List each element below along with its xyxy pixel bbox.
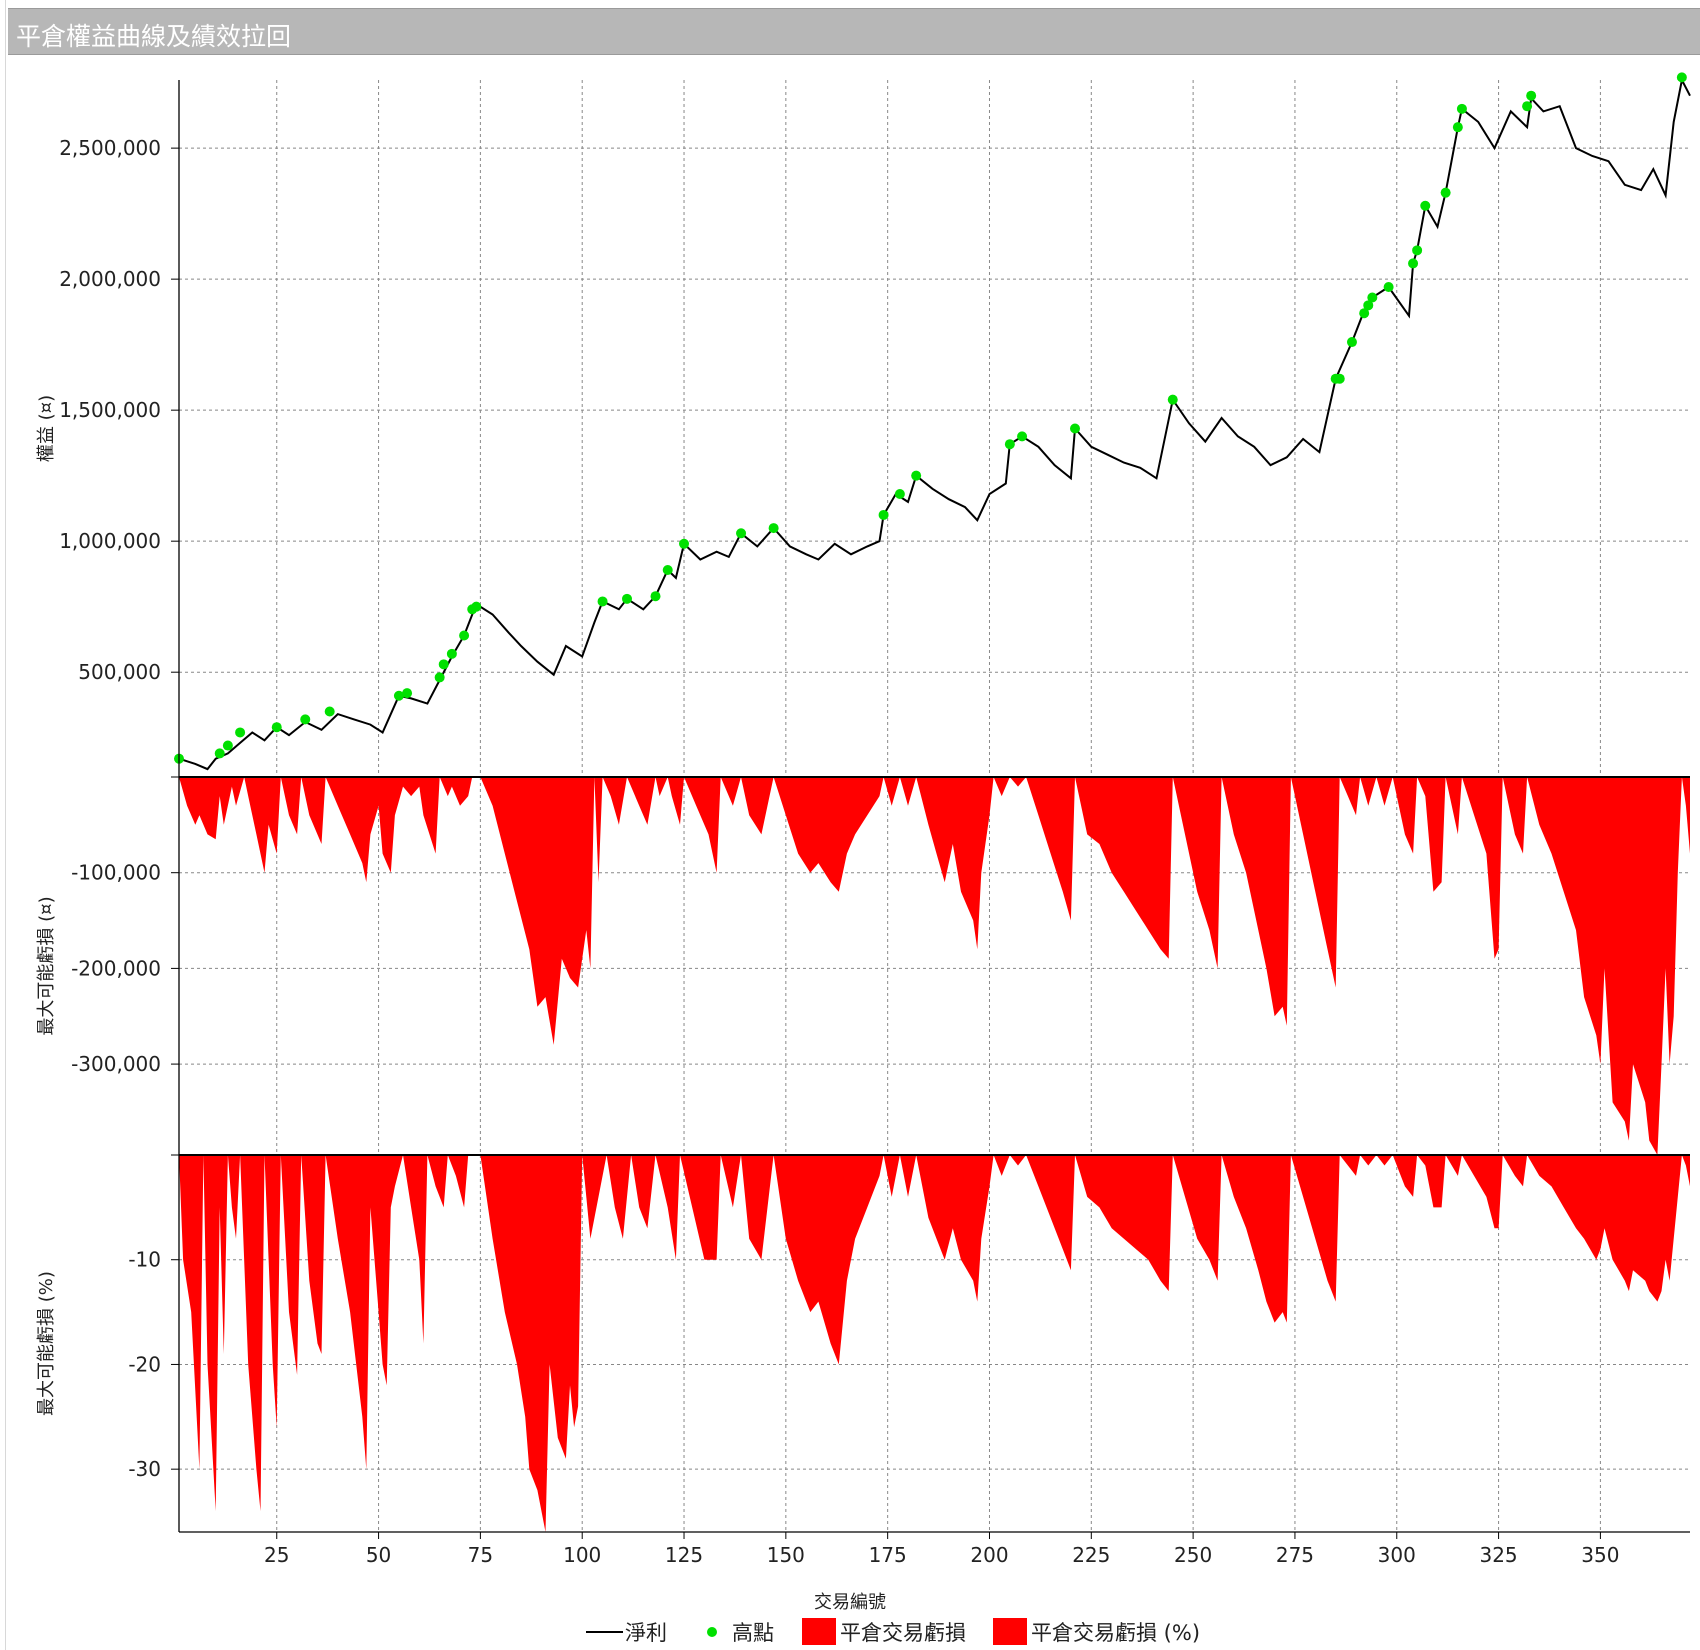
peak-point — [434, 672, 445, 683]
peak-point — [1522, 101, 1533, 112]
peak-point — [235, 727, 246, 738]
peak-point — [662, 564, 673, 575]
x-tick-label: 75 — [468, 1543, 493, 1567]
peak-point — [1070, 423, 1081, 434]
peak-point — [1456, 103, 1467, 114]
peak-point — [768, 523, 779, 534]
peak-point — [1367, 292, 1378, 303]
peak-point — [911, 470, 922, 481]
net-profit-line — [178, 76, 1691, 771]
peak-point — [1383, 282, 1394, 293]
peak-point — [1363, 300, 1374, 311]
x-tick-label: 225 — [1072, 1543, 1110, 1567]
x-tick-label: 350 — [1581, 1543, 1619, 1567]
y-axis-title: 最大可能虧損 (¤) — [36, 896, 57, 1035]
y-tick-label: -30 — [128, 1457, 161, 1481]
drawdown-area — [179, 777, 1690, 1155]
x-tick-label: 200 — [970, 1543, 1008, 1567]
peak-point — [438, 659, 449, 670]
x-tick-label: 100 — [563, 1543, 601, 1567]
window-title: 平倉權益曲線及績效拉回 — [16, 22, 292, 51]
peak-point — [650, 591, 661, 602]
legend-label-drawdown-pct: 平倉交易虧損 (%) — [1031, 1621, 1200, 1645]
x-tick-label: 325 — [1479, 1543, 1517, 1567]
y-axis-title: 權益 (¤) — [36, 395, 57, 462]
peak-point — [300, 714, 311, 725]
legend-peak-swatch — [707, 1627, 717, 1637]
peak-point — [271, 722, 282, 733]
axis-layer: 500,000 1,000,000 1,500,000 2,000,000 2,500,… — [36, 80, 1690, 1613]
peak-point — [597, 596, 608, 607]
peak-point — [1334, 373, 1345, 384]
peak-point — [402, 688, 413, 699]
peak-point — [214, 748, 225, 759]
y-tick-label: -100,000 — [71, 861, 161, 885]
peak-point — [1359, 308, 1370, 319]
peak-point — [679, 538, 690, 549]
y-tick-label: 2,000,000 — [59, 267, 161, 291]
y-tick-label: -200,000 — [71, 956, 161, 980]
x-axis-title: 交易編號 — [814, 1592, 886, 1613]
title-bar: 平倉權益曲線及績效拉回 — [8, 8, 1700, 55]
legend-label-net-profit: 淨利 — [625, 1621, 667, 1645]
peak-point — [736, 528, 747, 539]
peak-point — [324, 706, 335, 717]
y-tick-label: 2,500,000 — [59, 136, 161, 160]
y-tick-label: -20 — [128, 1352, 161, 1376]
legend-drawdown-swatch — [802, 1618, 836, 1645]
legend: 淨利 高點 平倉交易虧損 平倉交易虧損 (%) — [586, 1618, 1200, 1645]
peak-point — [1017, 431, 1028, 442]
x-tick-label: 250 — [1174, 1543, 1212, 1567]
peak-point — [393, 690, 404, 701]
peak-point — [1408, 258, 1419, 269]
x-tick-label: 25 — [264, 1543, 289, 1567]
peak-point — [471, 601, 482, 612]
peak-point — [1346, 337, 1357, 348]
peak-point — [1526, 90, 1537, 101]
peak-point — [1167, 394, 1178, 405]
legend-label-peak: 高點 — [732, 1621, 774, 1645]
x-tick-label: 150 — [767, 1543, 805, 1567]
y-tick-label: -300,000 — [71, 1052, 161, 1076]
x-tick-label: 125 — [665, 1543, 703, 1567]
x-tick-label: 175 — [869, 1543, 907, 1567]
y-tick-label: 1,000,000 — [59, 529, 161, 553]
peak-point — [1676, 72, 1687, 83]
window-left-border — [5, 0, 6, 1650]
peak-point — [622, 593, 633, 604]
legend-drawdown-pct-swatch — [993, 1618, 1027, 1645]
x-tick-label: 50 — [366, 1543, 391, 1567]
drawdown_pct-area — [179, 1155, 1690, 1532]
peak-point — [878, 509, 889, 520]
x-tick-label: 275 — [1276, 1543, 1314, 1567]
peak-point — [1452, 122, 1463, 133]
peak-point — [459, 630, 470, 641]
peak-point — [222, 740, 233, 751]
x-tick-label: 300 — [1378, 1543, 1416, 1567]
y-tick-label: 500,000 — [78, 660, 161, 684]
series-layer — [174, 72, 1691, 1532]
peak-point — [1412, 245, 1423, 256]
peak-point — [1004, 439, 1015, 450]
y-tick-label: -10 — [128, 1248, 161, 1272]
y-tick-label: 1,500,000 — [59, 398, 161, 422]
peak-point — [894, 489, 905, 500]
peak-point — [1420, 200, 1431, 211]
y-axis-title: 最大可能虧損 (%) — [36, 1271, 57, 1416]
legend-label-drawdown: 平倉交易虧損 — [840, 1621, 966, 1645]
peak-point — [1440, 187, 1451, 198]
peak-point — [446, 648, 457, 659]
